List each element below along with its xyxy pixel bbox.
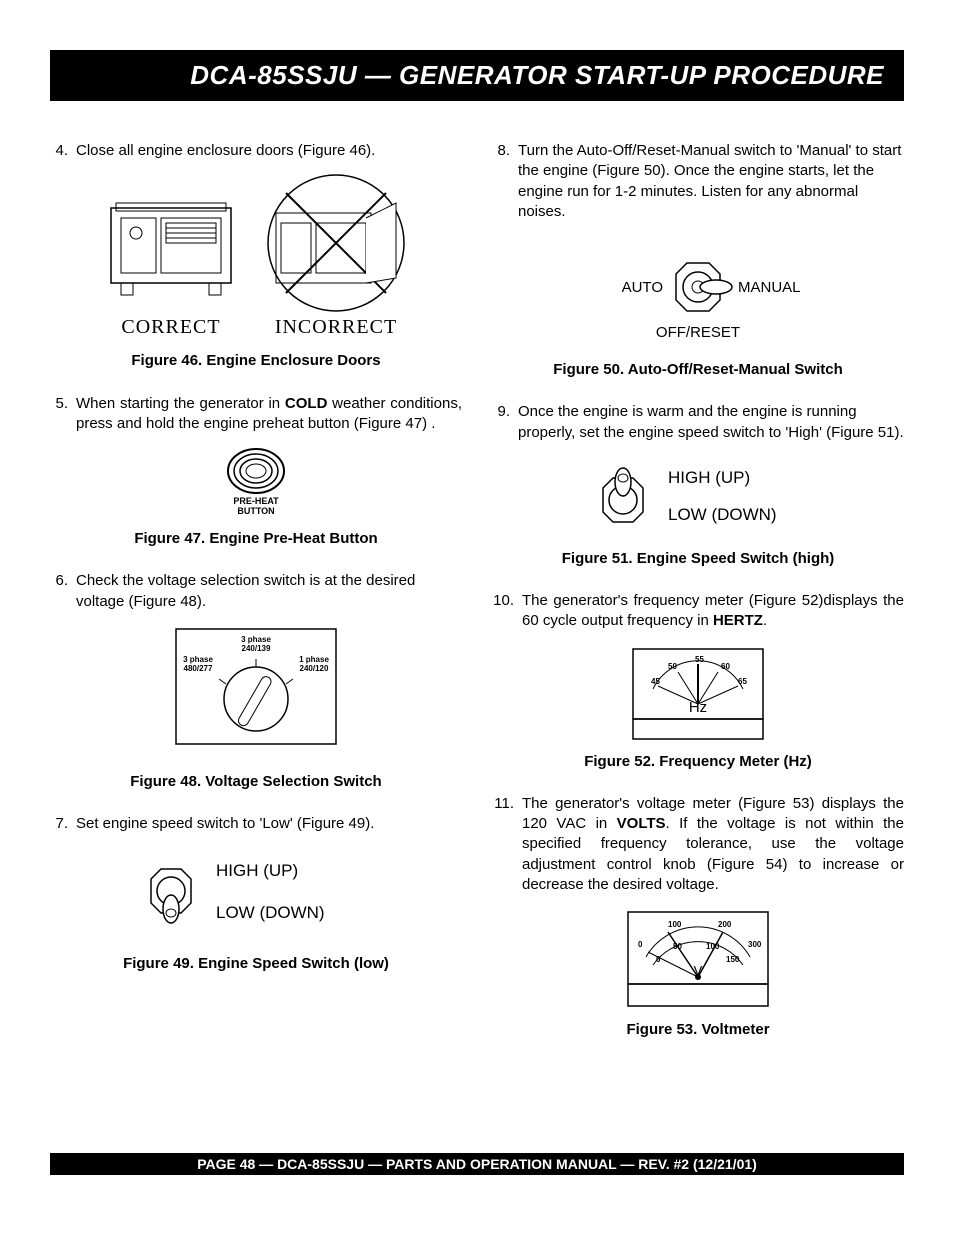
tick-55: 55	[695, 655, 704, 664]
tick-50: 50	[668, 662, 677, 671]
vs-left2: 480/277	[184, 664, 213, 673]
step-text: The generator's frequency meter (Figure …	[522, 591, 904, 632]
step-10: 10. The generator's frequency meter (Fig…	[492, 591, 904, 632]
step-number: 4.	[50, 141, 76, 161]
manual-label: MANUAL	[738, 279, 801, 296]
bold: VOLTS	[617, 815, 666, 832]
text: .	[763, 612, 767, 629]
preheat-label-1: PRE-HEAT	[233, 496, 279, 506]
step-11: 11. The generator's voltage meter (Figur…	[492, 794, 904, 895]
voltmeter-svg: 100 200 0 300 0 50 100 150 V	[618, 907, 778, 1012]
left-column: 4. Close all engine enclosure doors (Fig…	[50, 141, 462, 1062]
vs-left1: 3 phase	[183, 655, 213, 664]
vm-0s: 0	[638, 940, 643, 949]
step-8: 8. Turn the Auto-Off/Reset-Manual switch…	[492, 141, 904, 222]
figure-51-diagram: HIGH (UP) LOW (DOWN)	[492, 455, 904, 535]
auto-manual-switch-svg: AUTO MANUAL OFF/RESET	[568, 252, 828, 352]
figure-53-caption: Figure 53. Voltmeter	[492, 1020, 904, 1040]
vs-top2: 240/139	[242, 644, 271, 653]
high-label: HIGH (UP)	[216, 861, 298, 880]
figure-50-diagram: AUTO MANUAL OFF/RESET	[492, 252, 904, 352]
step-text: When starting the generator in COLD weat…	[76, 394, 462, 435]
figure-52-caption: Figure 52. Frequency Meter (Hz)	[492, 752, 904, 772]
low-label: LOW (DOWN)	[668, 505, 777, 524]
vs-right2: 240/120	[300, 664, 329, 673]
step-number: 9.	[492, 402, 518, 443]
page-footer: PAGE 48 — DCA-85SSJU — PARTS AND OPERATI…	[50, 1153, 904, 1175]
figure-50-caption: Figure 50. Auto-Off/Reset-Manual Switch	[492, 360, 904, 380]
incorrect-label: INCORRECT	[275, 316, 397, 338]
hz-unit: Hz	[689, 699, 707, 716]
low-label: LOW (DOWN)	[216, 903, 325, 922]
enclosure-doors-svg: CORRECT INCORRECT	[91, 173, 421, 343]
step-number: 8.	[492, 141, 518, 222]
voltage-switch-svg: 3 phase 240/139 3 phase 480/277 1 phase …	[166, 624, 346, 754]
vm-100t: 100	[668, 920, 682, 929]
figure-51-caption: Figure 51. Engine Speed Switch (high)	[492, 549, 904, 569]
figure-48-diagram: 3 phase 240/139 3 phase 480/277 1 phase …	[50, 624, 462, 754]
step-5: 5. When starting the generator in COLD w…	[50, 394, 462, 435]
bold: COLD	[285, 395, 328, 412]
tick-60: 60	[721, 662, 730, 671]
figure-47-caption: Figure 47. Engine Pre-Heat Button	[50, 529, 462, 549]
speed-switch-low-svg: HIGH (UP) LOW (DOWN)	[141, 846, 371, 936]
auto-label: AUTO	[622, 279, 663, 296]
v-unit: V	[694, 963, 703, 978]
figure-49-diagram: HIGH (UP) LOW (DOWN)	[50, 846, 462, 936]
step-text: Set engine speed switch to 'Low' (Figure…	[76, 814, 462, 834]
step-4: 4. Close all engine enclosure doors (Fig…	[50, 141, 462, 161]
text: When starting the generator in	[76, 395, 285, 412]
correct-label: CORRECT	[121, 316, 220, 338]
vs-right1: 1 phase	[299, 655, 329, 664]
vm-300s: 300	[748, 940, 762, 949]
step-text: Check the voltage selection switch is at…	[76, 571, 462, 612]
figure-47-diagram: PRE-HEAT BUTTON	[50, 446, 462, 521]
step-text: Close all engine enclosure doors (Figure…	[76, 141, 462, 161]
figure-52-diagram: 45 50 55 60 65 Hz	[492, 644, 904, 744]
step-number: 10.	[492, 591, 522, 632]
step-number: 7.	[50, 814, 76, 834]
step-6: 6. Check the voltage selection switch is…	[50, 571, 462, 612]
figure-46-caption: Figure 46. Engine Enclosure Doors	[50, 351, 462, 371]
preheat-button-svg: PRE-HEAT BUTTON	[206, 446, 306, 521]
step-text: Turn the Auto-Off/Reset-Manual switch to…	[518, 141, 904, 222]
figure-53-diagram: 100 200 0 300 0 50 100 150 V	[492, 907, 904, 1012]
off-reset-label: OFF/RESET	[656, 324, 740, 341]
tick-45: 45	[651, 677, 660, 686]
bold: HERTZ	[713, 612, 763, 629]
frequency-meter-svg: 45 50 55 60 65 Hz	[623, 644, 773, 744]
step-7: 7. Set engine speed switch to 'Low' (Fig…	[50, 814, 462, 834]
step-text: Once the engine is warm and the engine i…	[518, 402, 904, 443]
preheat-label-2: BUTTON	[237, 506, 274, 516]
step-number: 11.	[492, 794, 522, 895]
figure-49-caption: Figure 49. Engine Speed Switch (low)	[50, 954, 462, 974]
vm-200t: 200	[718, 920, 732, 929]
step-number: 5.	[50, 394, 76, 435]
page-title-bar: DCA-85SSJU — GENERATOR START-UP PROCEDUR…	[50, 50, 904, 101]
high-label: HIGH (UP)	[668, 468, 750, 487]
step-9: 9. Once the engine is warm and the engin…	[492, 402, 904, 443]
right-column: 8. Turn the Auto-Off/Reset-Manual switch…	[492, 141, 904, 1062]
content-columns: 4. Close all engine enclosure doors (Fig…	[50, 141, 904, 1062]
vm-150m: 150	[726, 955, 740, 964]
tick-65: 65	[738, 677, 747, 686]
speed-switch-high-svg: HIGH (UP) LOW (DOWN)	[583, 455, 813, 535]
step-text: The generator's voltage meter (Figure 53…	[522, 794, 904, 895]
step-number: 6.	[50, 571, 76, 612]
figure-48-caption: Figure 48. Voltage Selection Switch	[50, 772, 462, 792]
figure-46-diagram: CORRECT INCORRECT	[50, 173, 462, 343]
vs-top1: 3 phase	[241, 635, 271, 644]
